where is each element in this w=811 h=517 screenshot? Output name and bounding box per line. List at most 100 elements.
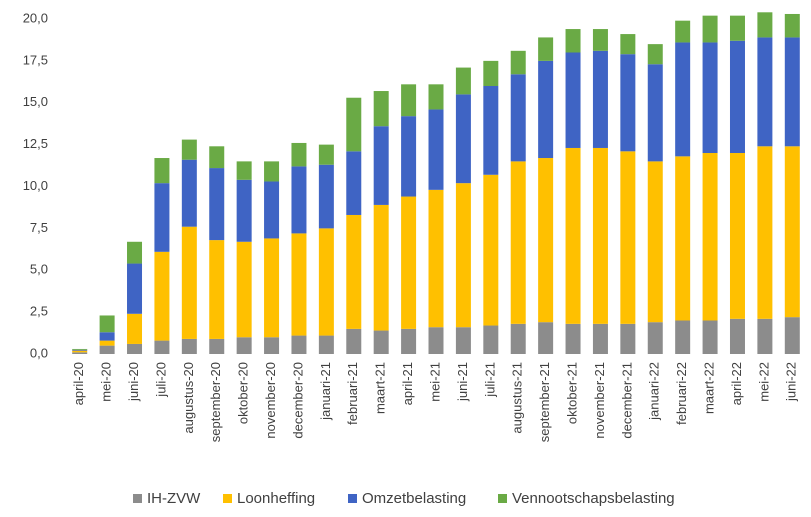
bar-segment xyxy=(291,166,307,234)
bar-segment xyxy=(675,20,691,43)
bar-segment xyxy=(154,340,170,354)
x-tick-label: augustus-20 xyxy=(181,362,196,434)
bar-segment xyxy=(373,126,389,205)
bar-segment xyxy=(647,44,663,65)
legend-label: IH-ZVW xyxy=(147,490,201,507)
bar-segment xyxy=(702,15,718,43)
bar-segment xyxy=(565,29,581,53)
bar-segment xyxy=(483,174,499,326)
x-tick-label: september-20 xyxy=(208,362,223,442)
bar-segment xyxy=(318,335,334,354)
bar-segment xyxy=(455,183,471,328)
y-tick-label: 15,0 xyxy=(23,94,48,109)
bar-segment xyxy=(264,181,280,239)
x-tick-label: februari-22 xyxy=(674,362,689,425)
y-tick-label: 0,0 xyxy=(30,345,48,360)
bar-segment xyxy=(291,142,307,167)
bar-segment xyxy=(72,349,88,351)
legend-label: Loonheffing xyxy=(237,490,315,507)
bar-segment xyxy=(72,352,88,354)
bar-segment xyxy=(483,86,499,175)
legend-label: Omzetbelasting xyxy=(362,490,466,507)
bar-segment xyxy=(236,179,252,242)
x-tick-label: april-22 xyxy=(729,362,744,405)
bar-segment xyxy=(538,37,554,61)
bar-segment xyxy=(209,168,225,241)
y-tick-label: 10,0 xyxy=(23,178,48,193)
x-tick-label: december-21 xyxy=(619,362,634,439)
x-tick-label: april-21 xyxy=(400,362,415,405)
bar-segment xyxy=(264,238,280,338)
x-tick-label: januari-22 xyxy=(647,362,662,421)
x-tick-label: augustus-21 xyxy=(510,362,525,434)
bar-segment xyxy=(373,204,389,331)
x-tick-label: oktober-21 xyxy=(564,362,579,424)
bar-segment xyxy=(428,327,444,354)
bar-segment xyxy=(99,315,115,333)
bar-segment xyxy=(346,97,362,152)
bar-segment xyxy=(510,323,526,354)
bar-segment xyxy=(784,37,800,147)
bar-segment xyxy=(455,94,471,184)
bar-segment xyxy=(784,317,800,354)
bar-segment xyxy=(729,318,745,354)
x-tick-label: november-21 xyxy=(592,362,607,439)
x-tick-label: juni-22 xyxy=(784,362,799,402)
bar-segment xyxy=(401,84,417,117)
legend-swatch xyxy=(223,494,232,503)
bar-segment xyxy=(318,164,334,229)
bar-segment xyxy=(209,338,225,354)
x-tick-label: juli-20 xyxy=(153,362,168,398)
bar-segment xyxy=(538,158,554,323)
bar-segment xyxy=(318,144,334,165)
bar-segment xyxy=(127,343,143,354)
bar-segment xyxy=(510,161,526,324)
y-tick-label: 2,5 xyxy=(30,304,48,319)
x-tick-label: februari-21 xyxy=(345,362,360,425)
bar-segment xyxy=(181,338,197,354)
bar-segment xyxy=(647,161,663,323)
bar-segment xyxy=(209,146,225,169)
bar-segment xyxy=(647,64,663,162)
x-tick-label: juli-21 xyxy=(482,362,497,398)
bar-segment xyxy=(620,151,636,324)
x-tick-label: juni-20 xyxy=(126,362,141,402)
y-tick-label: 7,5 xyxy=(30,220,48,235)
bar-segment xyxy=(99,340,115,346)
x-tick-label: oktober-20 xyxy=(236,362,251,424)
x-tick-label: mei-20 xyxy=(99,362,114,402)
x-tick-label: april-20 xyxy=(71,362,86,405)
bar-segment xyxy=(373,91,389,127)
bar-segment xyxy=(757,37,773,147)
bar-segment xyxy=(181,226,197,339)
bar-segment xyxy=(675,320,691,354)
bar-segment xyxy=(428,84,444,110)
bar-segment xyxy=(401,196,417,329)
x-tick-label: september-21 xyxy=(537,362,552,442)
y-tick-label: 20,0 xyxy=(23,10,48,25)
bar-segment xyxy=(373,330,389,354)
x-tick-label: januari-21 xyxy=(318,362,333,421)
bar-segment xyxy=(729,15,745,41)
bar-segment xyxy=(318,228,334,336)
bar-segment xyxy=(154,183,170,252)
x-tick-label: juni-21 xyxy=(455,362,470,402)
x-tick-label: november-20 xyxy=(263,362,278,439)
x-tick-label: maart-22 xyxy=(702,362,717,414)
y-tick-label: 12,5 xyxy=(23,136,48,151)
bar-segment xyxy=(757,146,773,319)
bar-segment xyxy=(565,323,581,354)
bar-segment xyxy=(510,74,526,162)
bar-segment xyxy=(483,60,499,86)
bar-segment xyxy=(620,54,636,152)
bar-segment xyxy=(592,29,608,51)
bar-segment xyxy=(620,323,636,354)
y-tick-label: 5,0 xyxy=(30,262,48,277)
y-tick-label: 17,5 xyxy=(23,52,48,67)
bar-segment xyxy=(784,146,800,318)
bar-segment xyxy=(538,60,554,159)
bar-segment xyxy=(702,42,718,154)
bar-segment xyxy=(647,322,663,354)
bar-segment xyxy=(757,318,773,354)
bar-segment xyxy=(236,337,252,354)
